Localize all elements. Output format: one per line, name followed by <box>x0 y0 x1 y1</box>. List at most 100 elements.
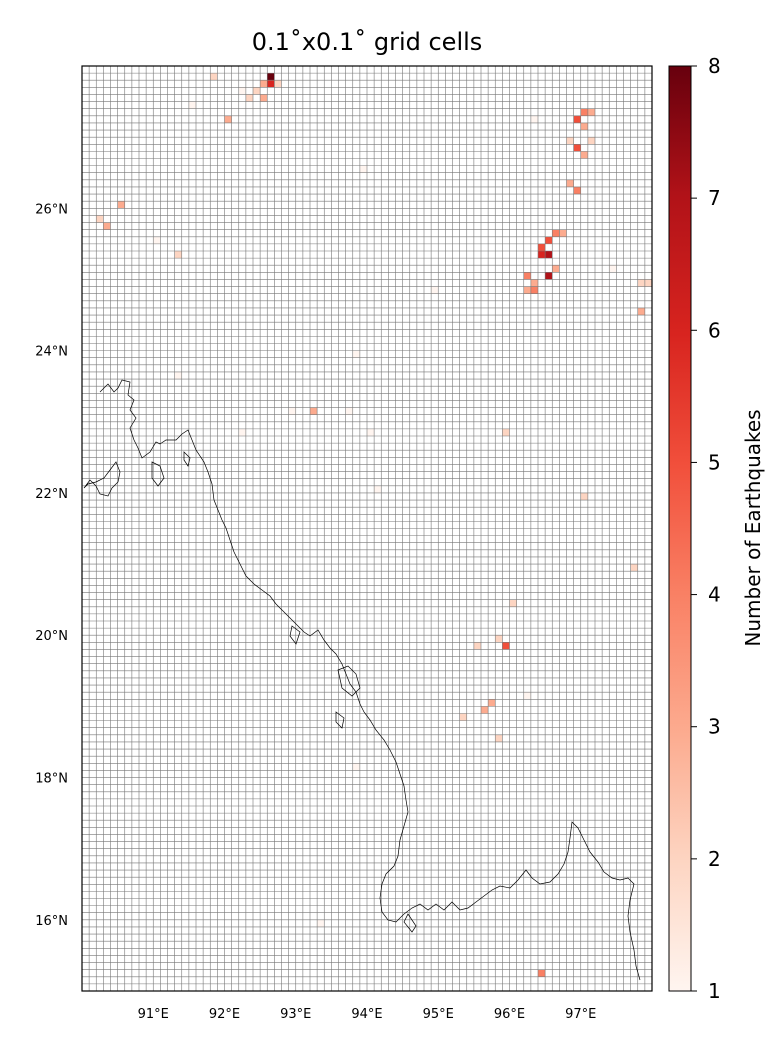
colorbar-tick-label: 3 <box>708 715 721 739</box>
colorbar: 1 2 3 4 5 6 7 8 Number of Earthquakes <box>668 54 765 1003</box>
heatmap-cell <box>530 286 538 294</box>
colorbar-tick-label: 5 <box>708 450 721 474</box>
heatmap-cell <box>587 108 595 116</box>
heatmap-cell <box>245 94 253 102</box>
heatmap-cell <box>509 599 517 607</box>
heatmap-cell <box>523 272 531 280</box>
heatmap-cell <box>573 186 581 195</box>
heatmap-cell <box>538 251 546 259</box>
heatmap-cell <box>523 286 531 294</box>
x-tick-label: 93°E <box>280 1007 311 1022</box>
y-tick-label: 16°N <box>35 914 68 929</box>
heatmap-cell <box>352 350 360 358</box>
heatmap-cell <box>559 229 567 237</box>
x-tick-label: 94°E <box>351 1007 382 1022</box>
heatmap-cell <box>495 635 503 643</box>
y-tick-label: 18°N <box>35 772 68 787</box>
heatmap-cell <box>530 279 538 287</box>
heatmap-cell <box>267 73 275 81</box>
heatmap-cell <box>481 706 489 714</box>
colorbar-tick-label: 2 <box>708 847 721 871</box>
heatmap-cell <box>630 564 638 572</box>
colorbar-gradient <box>668 65 692 992</box>
chart-title: 0.1˚x0.1˚ grid cells <box>252 28 483 56</box>
heatmap-cell <box>174 251 182 259</box>
heatmap-cell <box>317 919 325 927</box>
grid-lines <box>82 66 652 991</box>
colorbar-tick-label: 1 <box>708 979 721 1003</box>
heatmap-cell <box>609 265 617 273</box>
heatmap-cell <box>580 122 588 131</box>
heatmap-cell <box>96 215 104 223</box>
colorbar-tick-label: 6 <box>708 318 721 342</box>
heatmap-cells <box>96 73 652 977</box>
x-tick-label: 97°E <box>565 1007 596 1022</box>
heatmap-cell <box>637 279 645 287</box>
heatmap-cell <box>117 201 125 209</box>
heatmap-cell <box>153 236 161 244</box>
heatmap-cell <box>552 229 560 237</box>
heatmap-cell <box>538 243 546 251</box>
heatmap-cell <box>580 151 588 159</box>
heatmap-cell <box>523 692 531 700</box>
x-tick-label: 92°E <box>209 1007 240 1022</box>
heatmap-cell <box>587 137 595 145</box>
heatmap-cell <box>637 307 645 316</box>
x-tick-label: 95°E <box>423 1007 454 1022</box>
heatmap-cell <box>545 251 553 259</box>
colorbar-tick-label: 8 <box>708 54 721 78</box>
heatmap-cell <box>288 407 296 415</box>
heatmap-cell <box>573 115 581 123</box>
heatmap-cell <box>345 407 353 415</box>
heatmap-cell <box>260 80 268 88</box>
heatmap-cell <box>224 115 232 123</box>
heatmap-cell <box>374 485 382 493</box>
coastline <box>83 379 641 981</box>
heatmap-cell <box>174 371 182 380</box>
y-tick-label: 20°N <box>35 629 68 644</box>
y-tick-label: 22°N <box>35 487 68 502</box>
x-tick-label: 91°E <box>138 1007 169 1022</box>
colorbar-label: Number of Earthquakes <box>741 409 765 646</box>
colorbar-tick-label: 4 <box>708 583 721 607</box>
heatmap-cell <box>188 101 196 109</box>
heatmap-cell <box>431 286 439 294</box>
heatmap-cell <box>545 272 553 280</box>
heatmap-cell <box>253 87 261 95</box>
heatmap-cell <box>502 642 510 650</box>
heatmap-cell <box>530 115 538 123</box>
heatmap-cell <box>495 734 503 742</box>
heatmap-cell <box>310 407 318 415</box>
heatmap-cell <box>359 165 367 173</box>
heatmap-cell <box>274 80 282 88</box>
heatmap-cell <box>552 265 560 273</box>
plot-frame <box>81 65 653 992</box>
plot-area <box>82 66 652 991</box>
heatmap-cell <box>267 80 275 88</box>
heatmap-cell <box>488 699 496 707</box>
heatmap-cell <box>538 969 546 977</box>
colorbar-tick-label: 7 <box>708 186 721 210</box>
heatmap-cell <box>238 87 246 95</box>
heatmap-cell <box>566 179 574 187</box>
heatmap-cell <box>238 428 246 436</box>
y-tick-label: 24°N <box>35 345 68 360</box>
heatmap-cell <box>573 144 581 152</box>
heatmap-cell <box>352 763 360 771</box>
heatmap-cell <box>644 279 652 287</box>
colorbar-ticks: 1 2 3 4 5 6 7 8 <box>691 54 721 1003</box>
heatmap-cell <box>566 137 574 145</box>
heatmap-cell <box>367 428 375 436</box>
heatmap-cell <box>459 713 467 721</box>
x-tick-label: 96°E <box>494 1007 525 1022</box>
y-axis-ticks: 16°N 18°N 20°N 22°N 24°N 26°N <box>35 202 68 929</box>
y-tick-label: 26°N <box>35 202 68 217</box>
x-axis-ticks: 91°E 92°E 93°E 94°E 95°E 96°E 97°E <box>138 1007 597 1022</box>
heatmap-cell <box>580 492 588 501</box>
heatmap-cell <box>210 73 218 81</box>
heatmap-cell <box>580 108 588 116</box>
heatmap-cell <box>473 642 481 650</box>
heatmap-cell <box>545 236 553 244</box>
heatmap-cell <box>103 222 111 230</box>
heatmap-cell <box>260 94 268 102</box>
